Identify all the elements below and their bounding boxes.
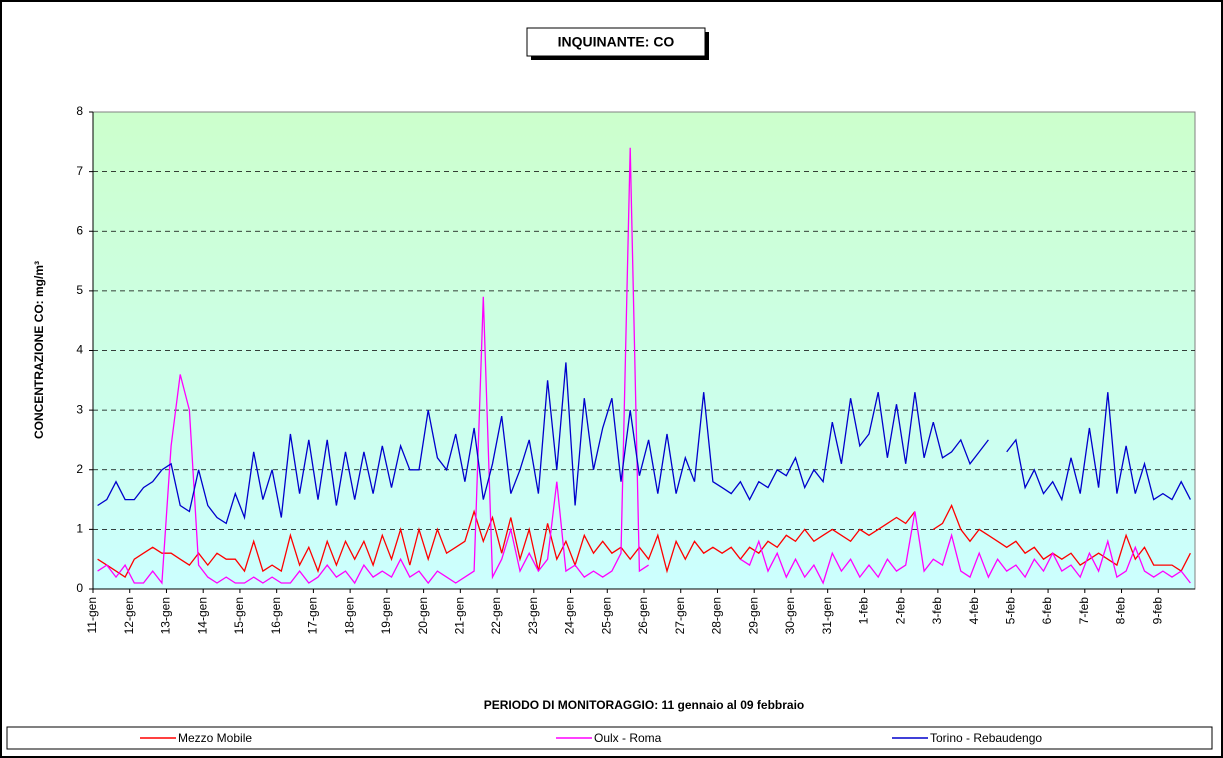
title-box bbox=[526, 27, 706, 57]
x-tick-label: 13-gen bbox=[159, 597, 173, 634]
x-tick-label: 31-gen bbox=[820, 597, 834, 634]
x-tick-label: 14-gen bbox=[195, 597, 209, 634]
x-tick-label: 22-gen bbox=[489, 597, 503, 634]
x-tick-label: 25-gen bbox=[599, 597, 613, 634]
x-tick-label: 24-gen bbox=[563, 597, 577, 634]
x-tick-label: 18-gen bbox=[342, 597, 356, 634]
y-tick-label: 8 bbox=[76, 104, 83, 118]
x-tick-label: 7-feb bbox=[1077, 597, 1091, 625]
x-tick-label: 20-gen bbox=[416, 597, 430, 634]
series-line bbox=[97, 362, 1191, 525]
legend-label: Oulx - Roma bbox=[594, 731, 662, 745]
x-tick-label: 16-gen bbox=[269, 597, 283, 634]
x-tick-label: 23-gen bbox=[526, 597, 540, 634]
series-line bbox=[97, 503, 1191, 579]
x-tick-label: 9-feb bbox=[1150, 597, 1164, 625]
x-tick-label: 1-feb bbox=[857, 597, 871, 625]
legend-label: Mezzo Mobile bbox=[178, 731, 252, 745]
x-tick-label: 26-gen bbox=[636, 597, 650, 634]
x-tick-label: 2-feb bbox=[893, 597, 907, 625]
x-tick-label: 17-gen bbox=[306, 597, 320, 634]
x-tick-label: 5-feb bbox=[1004, 597, 1018, 625]
x-tick-label: 30-gen bbox=[783, 597, 797, 634]
chart-title: INQUINANTE: CO bbox=[558, 34, 675, 50]
y-tick-label: 3 bbox=[76, 402, 83, 416]
legend bbox=[6, 726, 1213, 750]
x-tick-label: 12-gen bbox=[122, 597, 136, 634]
y-tick-label: 6 bbox=[76, 223, 83, 237]
y-tick-label: 4 bbox=[76, 343, 83, 357]
y-tick-label: 2 bbox=[76, 462, 83, 476]
y-tick-label: 5 bbox=[76, 283, 83, 297]
y-tick-label: 1 bbox=[76, 522, 83, 536]
y-tick-label: 7 bbox=[76, 164, 83, 178]
x-tick-label: 27-gen bbox=[673, 597, 687, 634]
x-tick-label: 29-gen bbox=[746, 597, 760, 634]
y-axis-title: CONCENTRAZIONE CO: mg/m³ bbox=[32, 261, 46, 439]
x-tick-label: 8-feb bbox=[1114, 597, 1128, 625]
x-axis-title: PERIODO DI MONITORAGGIO: 11 gennaio al 0… bbox=[484, 698, 805, 712]
x-tick-label: 15-gen bbox=[232, 597, 246, 634]
x-tick-label: 4-feb bbox=[967, 597, 981, 625]
x-tick-label: 21-gen bbox=[453, 597, 467, 634]
x-tick-label: 19-gen bbox=[379, 597, 393, 634]
x-tick-label: 6-feb bbox=[1040, 597, 1054, 625]
legend-label: Torino - Rebaudengo bbox=[930, 731, 1042, 745]
series-line bbox=[97, 147, 1191, 585]
x-tick-label: 3-feb bbox=[930, 597, 944, 625]
y-tick-label: 0 bbox=[76, 581, 83, 595]
x-tick-label: 28-gen bbox=[710, 597, 724, 634]
x-tick-label: 11-gen bbox=[85, 597, 99, 633]
